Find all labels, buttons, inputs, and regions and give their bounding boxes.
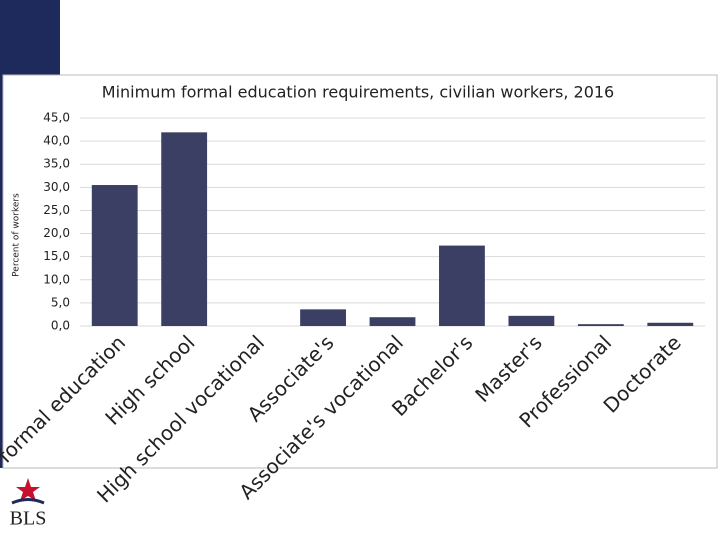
y-tick-label: 40,0: [43, 134, 70, 148]
chart-title: Minimum formal education requirements, c…: [102, 83, 614, 102]
y-tick-label: 30,0: [43, 180, 70, 194]
bar: [91, 185, 138, 326]
y-tick-label: 20,0: [43, 226, 70, 240]
bar: [369, 317, 416, 326]
bls-logo: BLS: [10, 478, 47, 530]
bar: [577, 324, 624, 326]
y-tick-label: 5,0: [51, 295, 70, 309]
y-tick-label: 45,0: [43, 111, 70, 125]
y-tick-label: 25,0: [43, 203, 70, 217]
bar: [647, 322, 694, 326]
y-axis-label: Percent of workers: [12, 193, 22, 277]
side-band-top: [0, 0, 60, 75]
bar: [300, 309, 346, 326]
logo-text: BLS: [10, 508, 47, 530]
bar: [439, 245, 485, 326]
top-area: [0, 0, 720, 75]
bar: [161, 132, 208, 326]
bar: [508, 315, 555, 326]
logo-swoosh: [11, 498, 45, 505]
y-tick-label: 35,0: [43, 157, 70, 171]
y-tick-label: 0,0: [51, 319, 70, 333]
logo-area: [0, 468, 60, 540]
logo-star: [16, 478, 40, 501]
y-tick-label: 15,0: [43, 249, 70, 263]
y-tick-label: 10,0: [43, 272, 70, 286]
